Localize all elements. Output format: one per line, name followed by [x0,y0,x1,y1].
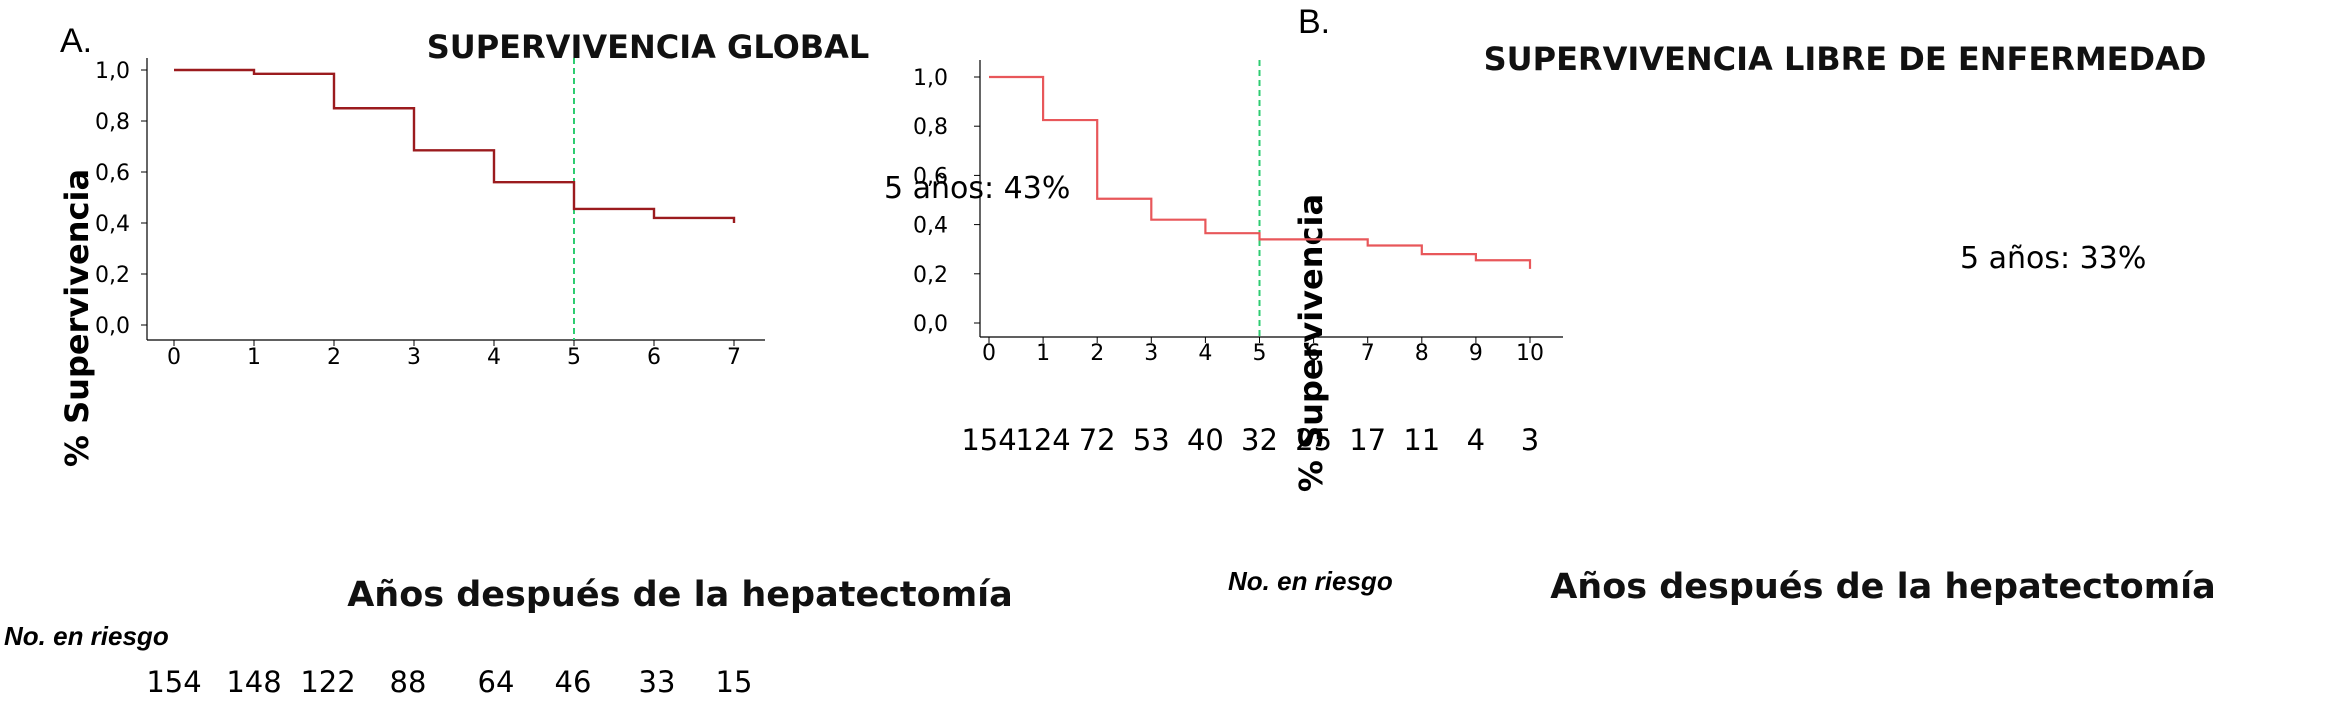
at-risk-value: 122 [300,665,355,699]
x-tick-label: 7 [1361,341,1375,366]
at-risk-value: 88 [390,665,427,699]
at-risk-value: 64 [478,665,515,699]
at-risk-value: 4 [1467,423,1485,457]
panel-a-annotation: 5 años: 43% [884,171,1070,206]
x-tick-label: 2 [1090,341,1104,366]
panel-b-risk-title: No. en riesgo [1228,566,1393,596]
at-risk-value: 53 [1133,423,1170,457]
y-tick-label: 0,2 [95,263,130,288]
x-tick-label: 3 [407,345,421,370]
x-tick-label: 10 [1516,341,1544,366]
survival-curve-series-0 [174,68,736,223]
x-tick-label: 9 [1469,341,1483,366]
panel-a-letter: A. [60,22,92,60]
at-risk-value: 32 [1241,423,1278,457]
x-tick-label: 4 [487,345,501,370]
at-risk-value: 3 [1521,423,1539,457]
panel-b-annotation: 5 años: 33% [1960,241,2146,276]
y-tick-label: 0,0 [913,312,948,337]
x-tick-label: 6 [647,345,661,370]
at-risk-value: 72 [1079,423,1116,457]
at-risk-value: 40 [1187,423,1224,457]
x-tick-label: 3 [1144,341,1158,366]
panel-b-x-axis-label: Años después de la hepatectomía [1550,567,2216,607]
at-risk-value: 15 [716,665,753,699]
x-tick-label: 6 [1307,341,1321,366]
at-risk-value: 46 [555,665,592,699]
y-tick-label: 0,6 [95,161,130,186]
panel-a-y-axis-label: % Supervivencia [58,169,96,467]
x-tick-label: 0 [167,345,181,370]
at-risk-value: 11 [1403,423,1440,457]
at-risk-value: 154 [146,665,201,699]
at-risk-value: 33 [639,665,676,699]
panel-a-title: SUPERVIVENCIA GLOBAL [427,28,870,66]
panel-a-plot: 0,0 0,2 0,4 0,6 0,8 1,0 0 1 2 3 4 5 6 7 154 148 122 88 64 4… [95,58,765,699]
x-tick-label: 2 [327,345,341,370]
panel-b-y-axis-label: % Supervivencia [1292,194,1330,492]
x-tick-label: 4 [1198,341,1212,366]
y-tick-label: 0,8 [913,115,948,140]
panel-b-title: SUPERVIVENCIA LIBRE DE ENFERMEDAD [1484,40,2207,78]
y-tick-label: 0,4 [95,212,130,237]
at-risk-value: 154 [961,423,1016,457]
survival-curve-series-0 [989,75,1532,269]
at-risk-value: 25 [1295,423,1332,457]
at-risk-value: 17 [1349,423,1386,457]
y-tick-label: 0,4 [913,214,948,239]
at-risk-value: 124 [1015,423,1070,457]
x-tick-label: 1 [247,345,261,370]
y-tick-label: 1,0 [95,59,130,84]
at-risk-value: 148 [226,665,281,699]
y-tick-label: 1,0 [913,66,948,91]
panel-b-letter: B. [1298,3,1330,41]
y-tick-label: 0,8 [95,110,130,135]
x-tick-label: 5 [567,345,581,370]
panel-a-risk-title: No. en riesgo [4,621,169,651]
y-tick-label: 0,0 [95,314,130,339]
y-tick-label: 0,2 [913,263,948,288]
x-tick-label: 8 [1415,341,1429,366]
x-tick-label: 5 [1253,341,1267,366]
panel-a-x-axis-label: Años después de la hepatectomía [347,575,1013,615]
y-tick-label: 0,6 [913,164,948,189]
x-tick-label: 7 [727,345,741,370]
x-tick-label: 1 [1036,341,1050,366]
x-tick-label: 0 [982,341,996,366]
